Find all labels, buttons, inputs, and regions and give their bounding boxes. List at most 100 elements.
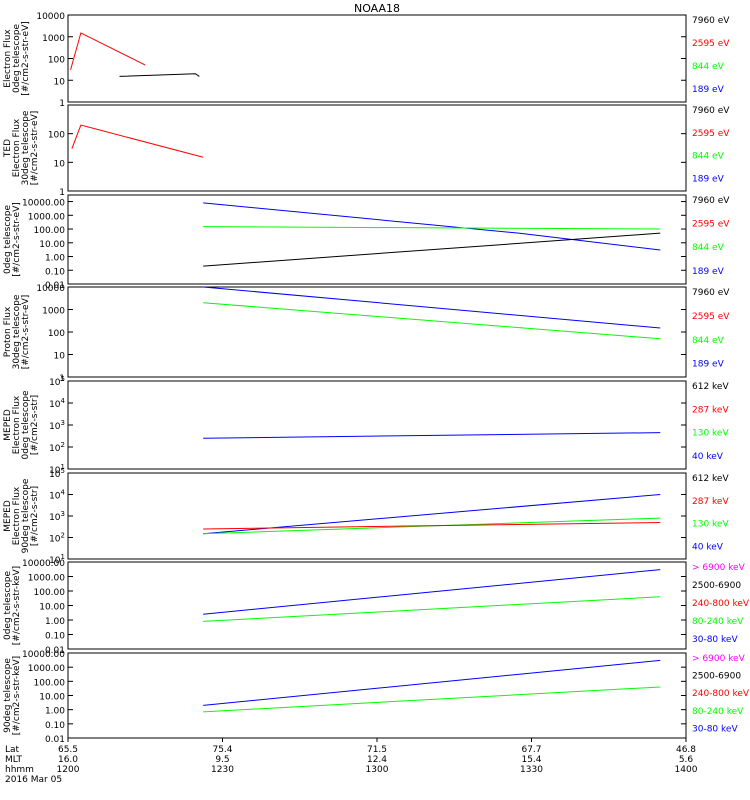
- panel-frame: [67, 286, 687, 378]
- footer-value: 1330: [520, 765, 543, 775]
- legend-item: 7960 eV: [692, 16, 730, 26]
- y-tick-label: 1.00: [45, 617, 65, 627]
- footer-value: 5.6: [679, 755, 694, 765]
- legend-item: 2595 eV: [692, 129, 730, 139]
- panel-5: 101 102 103 104 105 MEPED Electron Flux 0deg te…: [3, 375, 729, 476]
- panel-frame: [67, 194, 687, 285]
- y-tick-label: 103: [49, 510, 65, 523]
- y-axis-label: [#/cm2-s-str-eV]: [30, 111, 40, 186]
- y-tick-label: 10000: [36, 12, 65, 22]
- y-axis-label: Electron Flux: [12, 395, 22, 454]
- y-axis-label: 0deg telescope: [3, 571, 13, 641]
- footer-value: 1300: [366, 765, 389, 775]
- legend-item: 844 eV: [692, 243, 725, 253]
- panel-frame: [67, 561, 687, 650]
- y-axis-label: MEPED: [3, 409, 13, 441]
- y-axis-label: [#/cm2-s-str]: [30, 486, 40, 546]
- series-line-green: [203, 302, 661, 340]
- series-line-blue: [203, 569, 661, 615]
- panel-4: 1 10 100 1000 10000 Proton Flux 30deg telescop…: [3, 284, 730, 384]
- footer-row-label: Lat: [5, 745, 20, 755]
- panel-1: 1 10 100 1000 10000 Electron Flux 0deg telesco…: [3, 12, 730, 109]
- y-tick-label: 10000.00: [22, 559, 65, 569]
- series-line-red: [71, 124, 204, 158]
- y-tick-label: 10000: [36, 284, 65, 294]
- legend-item: 2595 eV: [692, 312, 730, 322]
- footer-value: 46.8: [676, 745, 696, 755]
- y-tick-label: 101: [49, 553, 65, 566]
- legend-item: 189 eV: [692, 174, 725, 184]
- legend-item: 80-240 keV: [692, 707, 744, 717]
- y-tick-label: 0.10: [45, 721, 65, 731]
- series-line-green: [203, 226, 661, 230]
- chart-title: NOAA18: [354, 2, 400, 15]
- panel-7: 0.01 0.10 1.00 10.00 100.00 1000.00 10000.00 0d…: [3, 559, 750, 656]
- y-axis-label: Electron Flux: [3, 29, 13, 88]
- y-axis-label: [#/cm2-s-str-keV]: [12, 656, 22, 735]
- y-tick-label: 1000.00: [28, 574, 65, 584]
- series-line-black: [119, 73, 200, 77]
- legend-item: 844 eV: [692, 152, 725, 162]
- series-line-green: [203, 596, 661, 622]
- y-tick-label: 103: [49, 419, 65, 432]
- y-tick-label: 10.00: [39, 693, 65, 703]
- y-axis-label: MEPED: [3, 500, 13, 532]
- footer-value: 1200: [57, 765, 80, 775]
- y-tick-label: 1.00: [45, 707, 65, 717]
- legend-item: 287 keV: [692, 405, 729, 415]
- legend-item: 189 eV: [692, 360, 725, 370]
- footer-date: 2016 Mar 05: [5, 775, 62, 785]
- legend-item: 7960 eV: [692, 196, 730, 206]
- y-tick-label: 100.00: [34, 678, 66, 688]
- series-line-red: [70, 32, 146, 71]
- legend-item: 612 keV: [692, 382, 729, 392]
- legend-item: 240-800 keV: [692, 599, 750, 609]
- legend-item: 7960 eV: [692, 106, 730, 116]
- y-tick-label: 100: [48, 56, 65, 66]
- y-axis-label: Electron Flux: [12, 118, 22, 177]
- y-axis-label: 90deg telescope: [21, 478, 31, 553]
- panel-2: 1 10 100 TED Electron Flux 30deg telescope [#/…: [3, 104, 730, 198]
- footer-value: 1400: [675, 765, 698, 775]
- legend-item: 30-80 keV: [692, 635, 738, 645]
- series-line-blue: [203, 659, 661, 706]
- y-tick-label: 1.00: [45, 254, 65, 264]
- y-tick-label: 10000.00: [22, 650, 65, 660]
- legend-item: 2500-6900: [692, 672, 741, 682]
- y-tick-label: 101: [49, 463, 65, 476]
- footer-value: 75.4: [212, 745, 232, 755]
- legend-item: 130 keV: [692, 520, 729, 530]
- y-axis-label: Electron Flux: [12, 486, 22, 545]
- y-tick-label: 1: [59, 99, 65, 109]
- legend-item: > 6900 keV: [692, 654, 746, 664]
- footer-value: 9.5: [215, 755, 229, 765]
- y-axis-label: 0deg telescope: [21, 390, 31, 460]
- y-tick-label: 1000: [42, 34, 65, 44]
- y-axis-label: [#/cm2-s-str-eV]: [12, 202, 22, 277]
- footer-axis-info: Lat 65.5 75.4 71.5 67.7 46.8 MLT 16.0 9.5 12.4 15.…: [5, 738, 698, 785]
- series-line-blue: [203, 202, 661, 251]
- legend-item: 189 eV: [692, 85, 725, 95]
- series-line-red: [203, 521, 661, 530]
- series-line-blue: [203, 286, 661, 329]
- panel-6: 101 102 103 104 105 MEPED Electron Flux 90deg t…: [3, 467, 729, 566]
- y-tick-label: 100: [48, 329, 65, 339]
- y-axis-label: TED: [3, 139, 13, 158]
- y-tick-label: 105: [49, 375, 65, 388]
- y-tick-label: 10: [54, 77, 66, 87]
- y-axis-label: [#/cm2-s-str]: [30, 395, 40, 455]
- y-axis-label: 30deg telescope: [12, 294, 22, 369]
- footer-value: 67.7: [521, 745, 541, 755]
- series-line-black: [203, 232, 661, 267]
- series-line-green: [203, 686, 661, 713]
- footer-value: 71.5: [367, 745, 387, 755]
- legend-item: 2500-6900: [692, 581, 741, 591]
- footer-value: 12.4: [367, 755, 387, 765]
- y-tick-label: 104: [49, 397, 65, 410]
- y-tick-label: 10: [54, 159, 66, 169]
- series-line-blue: [203, 432, 661, 439]
- legend-item: 40 keV: [692, 542, 724, 552]
- footer-value: 1230: [211, 765, 234, 775]
